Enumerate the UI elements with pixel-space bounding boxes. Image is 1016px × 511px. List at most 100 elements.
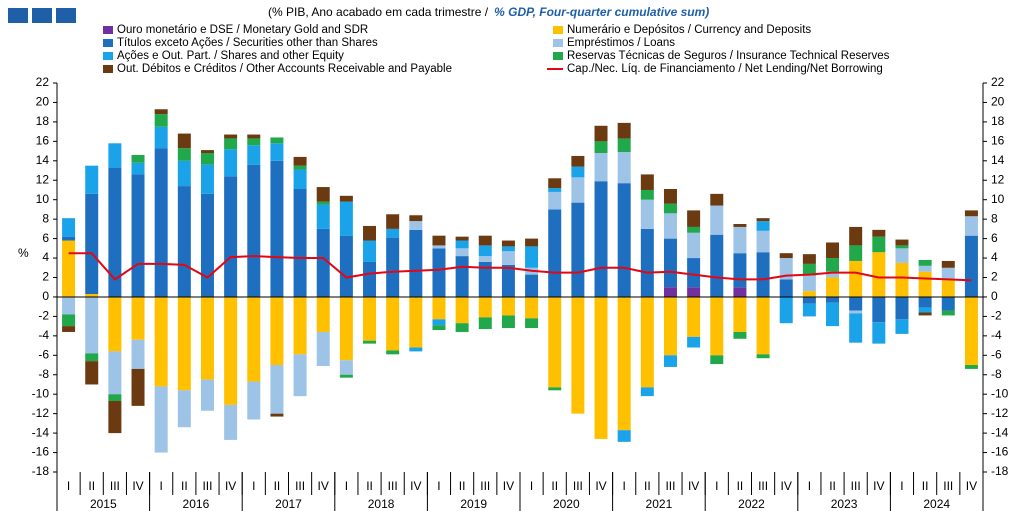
bar-segment: [802, 263, 816, 276]
year-label: 2023: [831, 497, 858, 511]
legend-label: Títulos exceto Ações / Securities other …: [117, 37, 378, 49]
y2-tick-label: -10: [991, 386, 1009, 400]
bar-segment: [501, 296, 515, 316]
bar-segment: [363, 296, 377, 341]
bar-segment: [177, 296, 191, 391]
bar-segment: [363, 340, 377, 344]
y-tick-label: -4: [38, 328, 49, 342]
bar-segment: [617, 152, 631, 184]
bar-segment: [154, 148, 168, 297]
bar-segment: [177, 148, 191, 161]
bar-segment: [756, 230, 770, 253]
bar-segment: [710, 234, 724, 297]
bar-segment: [571, 166, 585, 178]
bar-segment: [316, 201, 330, 205]
bar-segment: [918, 312, 932, 316]
bar-segment: [756, 354, 770, 359]
bar-segment: [177, 133, 191, 149]
bar-segment: [779, 258, 793, 280]
bar-segment: [200, 379, 214, 411]
y2-tick-label: 8: [991, 211, 998, 225]
bar-segment: [826, 277, 840, 297]
legend-label: Empréstimos / Loans: [567, 37, 675, 49]
y2-tick-label: 4: [991, 250, 998, 264]
bar-segment: [849, 245, 863, 261]
y2-tick-label: 16: [991, 134, 1005, 148]
bar-segment: [733, 331, 747, 339]
bar-segment: [247, 134, 261, 139]
bar-segment: [224, 138, 238, 150]
legend-swatch: [553, 39, 563, 47]
y-tick-label: 6: [42, 231, 49, 245]
bar-segment: [733, 226, 747, 254]
bar-segment: [386, 214, 400, 229]
bar-segment: [525, 318, 539, 329]
bar-segment: [617, 183, 631, 297]
bar-segment: [455, 256, 469, 297]
bar-segment: [571, 155, 585, 167]
bar-segment: [339, 235, 353, 297]
bar-segment: [131, 368, 145, 406]
bar-segment: [733, 253, 747, 288]
bar-segment: [617, 122, 631, 139]
bar-segment: [663, 213, 677, 239]
bar-segment: [571, 296, 585, 414]
y2-tick-label: -18: [991, 464, 1009, 478]
bar-segment: [85, 353, 99, 362]
bar-segment: [154, 114, 168, 127]
x-tick-label: III: [388, 479, 398, 493]
bar-segment: [849, 226, 863, 246]
bar-segment: [455, 296, 469, 324]
bar-segment: [224, 149, 238, 177]
bar-segment: [62, 326, 76, 332]
bar-segment: [247, 164, 261, 297]
x-tick-label: IV: [318, 479, 329, 493]
x-tick-label: II: [274, 479, 281, 493]
x-tick-label: I: [530, 479, 533, 493]
bar-segment: [200, 150, 214, 154]
bar-segment: [386, 237, 400, 297]
bar-segment: [409, 347, 423, 352]
bar-segment: [872, 322, 886, 344]
x-tick-label: I: [900, 479, 903, 493]
bar-segment: [964, 210, 978, 217]
bar-segment: [270, 365, 284, 414]
bar-segment: [895, 239, 909, 246]
bar-segment: [224, 134, 238, 139]
bar-segment: [525, 296, 539, 319]
bar-segment: [779, 253, 793, 259]
bar-segment: [826, 271, 840, 278]
bar-segment: [918, 296, 932, 308]
y2-tick-label: -12: [991, 406, 1009, 420]
y-tick-label: 10: [36, 192, 50, 206]
bar-segment: [640, 199, 654, 229]
bar-segment: [826, 296, 840, 303]
title-pt: (% PIB, Ano acabado em cada trimestre /: [268, 5, 489, 19]
bar-segment: [409, 215, 423, 222]
year-label: 2017: [275, 497, 302, 511]
bar-segment: [501, 246, 515, 252]
bar-segment: [826, 302, 840, 327]
bar-segment: [802, 254, 816, 264]
bar-segment: [779, 279, 793, 297]
bar-segment: [224, 176, 238, 297]
bar-segment: [432, 248, 446, 297]
chart-title: (% PIB, Ano acabado em cada trimestre /%…: [268, 5, 709, 19]
bar-segment: [849, 296, 863, 311]
bar-segment: [62, 218, 76, 237]
bar-segment: [363, 261, 377, 297]
year-label: 2019: [460, 497, 487, 511]
bar-segment: [594, 296, 608, 439]
bar-segment: [432, 319, 446, 326]
bar-segment: [895, 248, 909, 263]
x-tick-label: IV: [688, 479, 699, 493]
year-label: 2021: [646, 497, 673, 511]
x-tick-label: II: [922, 479, 929, 493]
bar-segment: [316, 331, 330, 366]
bar-segment: [640, 189, 654, 200]
x-tick-label: II: [88, 479, 95, 493]
bar-segment: [663, 287, 677, 297]
y-tick-label: 18: [36, 114, 50, 128]
bar-segment: [478, 261, 492, 297]
